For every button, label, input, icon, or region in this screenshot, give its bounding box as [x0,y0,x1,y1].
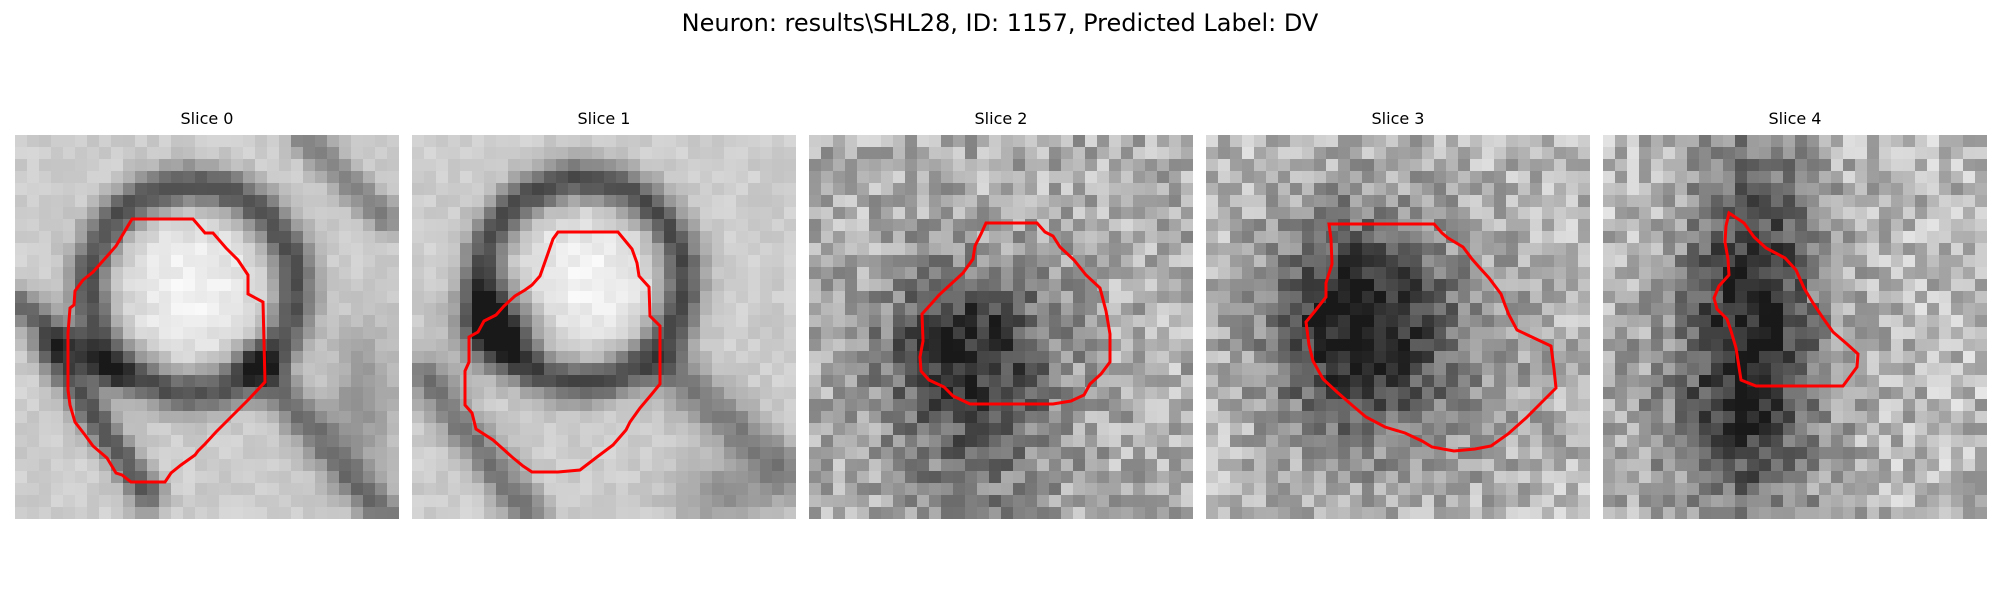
contour-outline [66,217,267,484]
slice-image-4 [1603,135,1987,519]
slice-image-2 [809,135,1193,519]
slice-panel-0: Slice 0 [15,108,399,519]
slice-title-2: Slice 2 [974,109,1028,128]
figure-title: Neuron: results\SHL28, ID: 1157, Predict… [681,9,1319,37]
contour-outline [918,221,1112,406]
slice-panel-1: Slice 1 [412,108,796,519]
slice-image-3 [1206,135,1590,519]
contour-outline [1304,222,1558,453]
slice-panel-4: Slice 4 [1603,108,1987,519]
slice-image-0 [15,135,399,519]
slice-image-1 [412,135,796,519]
contour-outline [463,230,662,474]
slice-panel-2: Slice 2 [809,108,1193,519]
slice-title-0: Slice 0 [180,109,234,128]
slice-title-4: Slice 4 [1768,109,1822,128]
slice-title-3: Slice 3 [1371,109,1425,128]
slice-panel-3: Slice 3 [1206,108,1590,519]
contour-outline [1712,210,1860,388]
slice-title-1: Slice 1 [577,109,631,128]
